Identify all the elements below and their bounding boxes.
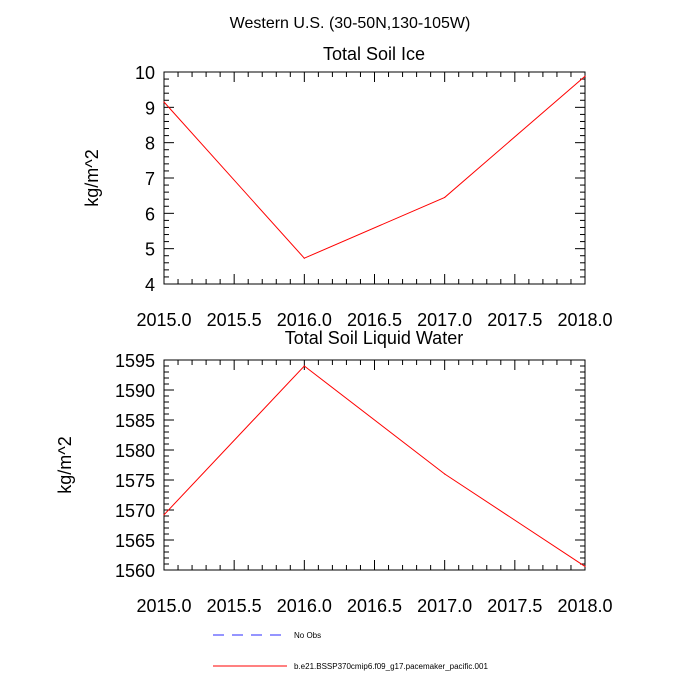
soil-ice-ylabel: kg/m^2 (82, 149, 102, 206)
soil-ice-y-tick-label: 9 (145, 98, 155, 118)
soil-liquid-water-y-tick-label: 1580 (115, 441, 155, 461)
soil-ice-y-tick-label: 10 (135, 63, 155, 83)
soil-liquid-water-y-tick-label: 1565 (115, 531, 155, 551)
soil-liquid-water-y-tick-label: 1585 (115, 411, 155, 431)
soil-liquid-water-x-tick-label: 2015.0 (136, 596, 191, 616)
soil-liquid-water-data-point (303, 365, 305, 367)
soil-liquid-water-data-point (163, 514, 165, 516)
soil-liquid-water-plot-frame (163, 359, 586, 571)
soil-ice-y-tick-label: 7 (145, 169, 155, 189)
soil-liquid-water-y-tick-label: 1575 (115, 471, 155, 491)
soil-ice-x-tick-label: 2017.5 (487, 310, 542, 330)
soil-ice-y-tick-label: 8 (145, 134, 155, 154)
soil-ice-x-tick-label: 2016.5 (347, 310, 402, 330)
soil-ice-x-tick-label: 2015.0 (136, 310, 191, 330)
soil-ice-panel: Total Soil Ice kg/m^2 2015.0 2015.5 2016.0… (82, 44, 613, 330)
soil-liquid-water-x-tick-label: 2017.0 (417, 596, 472, 616)
soil-liquid-water-panel: Total Soil Liquid Water kg/m^2 2015.0 201… (55, 328, 613, 616)
soil-ice-data-point (444, 196, 446, 199)
soil-ice-y-tick-label: 5 (145, 240, 155, 260)
soil-ice-x-tick-label: 2017.0 (417, 310, 472, 330)
soil-ice-data-point (303, 257, 305, 259)
soil-liquid-water-data-point (584, 565, 586, 568)
soil-ice-x-tick-label: 2016.0 (277, 310, 332, 330)
soil-liquid-water-x-tick-label: 2016.0 (277, 596, 332, 616)
legend: No Obs b.e21.BSSP370cmip6.f09_g17.pacema… (213, 631, 488, 671)
soil-liquid-water-x-tick-label: 2018.0 (557, 596, 612, 616)
legend-label-no-obs: No Obs (294, 631, 321, 640)
soil-ice-y-tick-label: 6 (145, 204, 155, 224)
soil-ice-title: Total Soil Ice (323, 44, 425, 64)
soil-liquid-water-ylabel: kg/m^2 (55, 436, 75, 493)
soil-liquid-water-y-tick-label: 1595 (115, 351, 155, 371)
soil-liquid-water-series-line (163, 365, 586, 567)
soil-ice-y-tick-label: 4 (145, 275, 155, 295)
soil-ice-x-tick-label: 2015.5 (207, 310, 262, 330)
soil-liquid-water-title: Total Soil Liquid Water (285, 328, 463, 348)
soil-liquid-water-x-tick-label: 2016.5 (347, 596, 402, 616)
soil-liquid-water-x-tick-label: 2017.5 (487, 596, 542, 616)
soil-liquid-water-y-tick-label: 1590 (115, 381, 155, 401)
soil-ice-data-point (163, 101, 165, 103)
soil-liquid-water-y-tick-label: 1560 (115, 561, 155, 581)
soil-ice-plot-frame (163, 71, 586, 285)
soil-ice-data-point (584, 75, 586, 77)
soil-liquid-water-data-point (444, 473, 446, 475)
figure-title: Western U.S. (30-50N,130-105W) (230, 15, 471, 32)
soil-ice-x-tick-label: 2018.0 (557, 310, 612, 330)
legend-label-model: b.e21.BSSP370cmip6.f09_g17.pacemaker_pac… (294, 662, 488, 671)
soil-ice-series-line (163, 75, 586, 259)
soil-liquid-water-y-tick-label: 1570 (115, 501, 155, 521)
soil-liquid-water-x-tick-label: 2015.5 (207, 596, 262, 616)
